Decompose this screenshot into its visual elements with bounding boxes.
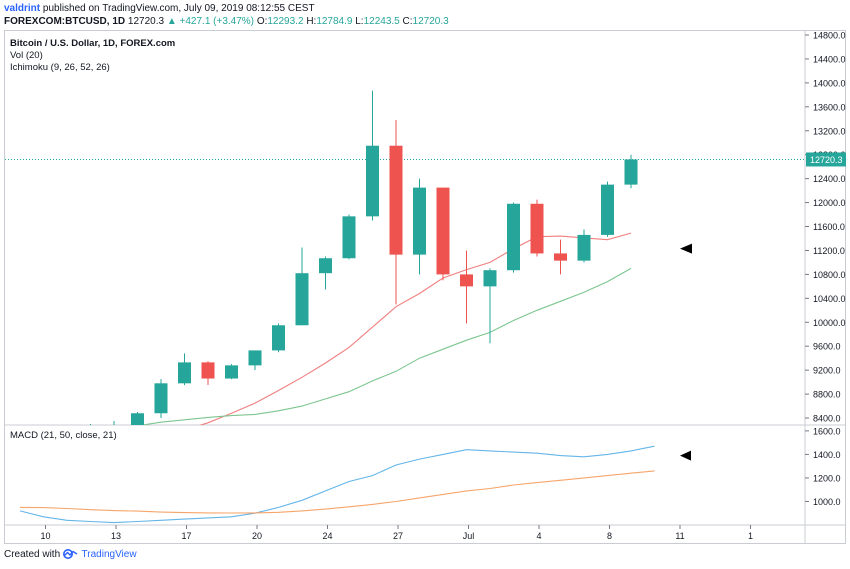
candle-body [366,145,379,217]
price-plot [90,90,638,428]
low-value: 12243.5 [363,16,400,27]
price-pane-legend: Bitcoin / U.S. Dollar, 1D, FOREX.com Vol… [10,38,175,74]
macd-line [19,445,655,524]
author-link[interactable]: valdrint [4,3,41,14]
time-tick-label: 1 [748,531,753,541]
last-price: 12720.3 [127,16,165,27]
price-change: ▲ +427.1 (+3.47%) [166,16,255,27]
candle-body [154,383,168,414]
time-tick-label: 17 [181,531,191,541]
price-tick-label: 12000.0 [813,198,846,208]
publish-line: valdrint published on TradingView.com, J… [4,2,449,15]
high-value: 12784.9 [316,16,353,27]
time-tick-label: 24 [322,531,332,541]
last-price-badge [806,152,846,167]
open-label: O: [256,16,268,27]
high-label: H: [306,16,317,27]
price-tick-label: 14000.0 [813,78,846,88]
macd-legend[interactable]: MACD (21, 50, close, 21) [10,430,117,441]
candle-body [554,253,567,261]
candle-body [530,203,544,254]
tradingview-link[interactable]: TradingView [81,549,137,560]
candle-body [201,362,215,379]
candle-body [319,258,332,274]
macd-tick-label: 1600.0 [813,426,841,436]
candle-body [131,413,144,425]
price-tick-label: 10400.0 [813,294,846,304]
chart-title: Bitcoin / U.S. Dollar, 1D, FOREX.com [10,38,176,49]
candle-body [577,234,591,261]
last-price-label: 12720.3 [810,155,843,165]
candle-body [178,362,191,384]
open-value: 12293.2 [267,16,304,27]
candle-body [295,273,309,326]
close-value: 12720.3 [412,16,449,27]
price-tick-label: 11600.0 [813,222,845,232]
candle-body [413,187,426,255]
chart-header: valdrint published on TradingView.com, J… [4,2,449,28]
signal-line [19,470,655,514]
created-with-label: Created with [4,549,61,560]
time-tick-label: 4 [536,531,541,541]
price-tick-label: 10000.0 [813,318,846,328]
candle-body [436,187,450,275]
price-tick-label: 8400.0 [813,414,841,424]
price-tick-label: 9200.0 [813,366,841,376]
price-tick-label: 13200.0 [813,126,846,136]
candle-body [342,216,356,259]
arrow-marker-icon [680,243,692,254]
candle-body [601,184,614,235]
candle-body [248,350,262,366]
candle-body [389,145,403,255]
close-label: C: [402,16,413,27]
publish-info: published on TradingView.com, July 09, 2… [42,3,315,14]
ichimoku-red-line [198,232,632,425]
candle-body [507,203,520,271]
price-tick-label: 11200.0 [813,246,845,256]
symbol-label: FOREXCOM:BTCUSD, 1D [4,16,126,27]
candle-body [624,159,638,185]
time-tick-label: 20 [252,531,262,541]
footer: Created with TradingView [4,548,137,562]
time-tick-label: 13 [111,531,121,541]
candle-body [225,365,238,379]
vol-legend[interactable]: Vol (20) [10,50,43,61]
price-tick-label: 14400.0 [813,54,846,64]
price-tick-label: 13600.0 [813,102,846,112]
time-tick-label: 11 [675,531,684,541]
macd-tick-label: 1400.0 [813,450,841,460]
low-label: L: [355,16,364,27]
chart-frame [4,30,846,544]
candle-body [272,325,285,351]
time-tick-label: 27 [393,531,403,541]
time-tick-label: 10 [40,531,50,541]
time-tick-label: 8 [607,531,612,541]
time-tick-label: Jul [463,531,475,541]
candle-body [108,426,121,428]
macd-tick-label: 1200.0 [813,473,841,483]
macd-tick-label: 1000.0 [813,497,841,507]
ichimoku-legend[interactable]: Ichimoku (9, 26, 52, 26) [10,62,110,73]
tradingview-logo-icon [62,549,78,560]
candle-body [460,274,473,287]
price-tick-label: 10800.0 [813,270,846,280]
ohlc-line: FOREXCOM:BTCUSD, 1D 12720.3 ▲ +427.1 (+3… [4,15,449,28]
ichimoku-green-line [139,267,632,425]
price-tick-label: 8800.0 [813,390,841,400]
price-tick-label: 12400.0 [813,174,846,184]
price-tick-label: 9600.0 [813,342,841,352]
price-tick-label: 14800.0 [813,31,846,41]
macd-plot [19,445,655,524]
macd-arrow-marker-icon [680,450,691,461]
candle-body [483,270,497,287]
